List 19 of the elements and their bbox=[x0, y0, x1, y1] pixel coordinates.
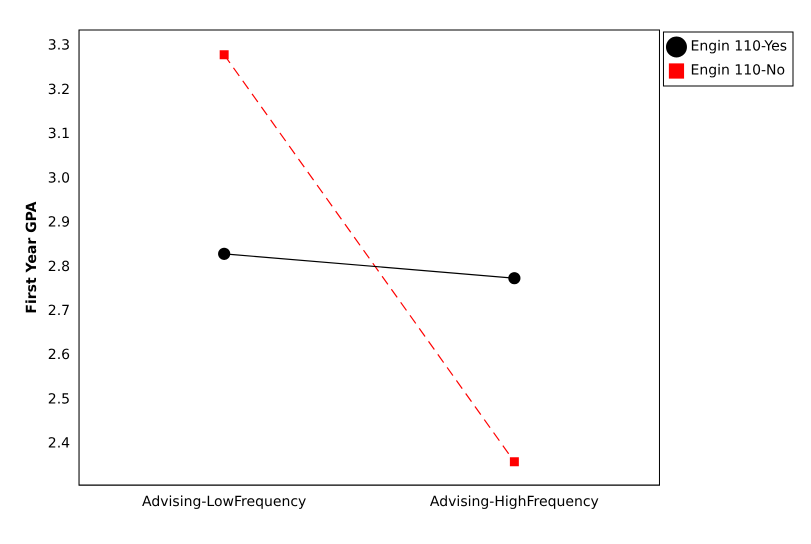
point bbox=[510, 457, 519, 466]
x-tick-label: Advising-LowFrequency bbox=[142, 494, 306, 510]
y-tick-label: 3.1 bbox=[48, 126, 70, 142]
y-tick-label: 2.7 bbox=[48, 302, 70, 319]
legend-label: Engin 110-Yes bbox=[690, 38, 787, 55]
y-axis-title: First Year GPA bbox=[24, 201, 40, 314]
y-tick-label: 3.3 bbox=[48, 38, 70, 54]
y-tick-label: 2.4 bbox=[48, 436, 70, 452]
y-tick-label: 2.9 bbox=[48, 214, 70, 231]
y-tick-label: 2.5 bbox=[48, 391, 70, 408]
point bbox=[218, 248, 230, 260]
y-tick-label: 3.0 bbox=[48, 170, 70, 186]
y-tick-label: 3.2 bbox=[48, 82, 70, 98]
y-tick-label: 2.8 bbox=[48, 258, 70, 275]
x-tick-label: Advising-HighFrequency bbox=[430, 494, 599, 510]
legend-label: Engin 110-No bbox=[690, 62, 786, 79]
y-tick-label: 2.6 bbox=[48, 347, 70, 364]
point bbox=[220, 50, 229, 60]
point bbox=[508, 272, 520, 284]
